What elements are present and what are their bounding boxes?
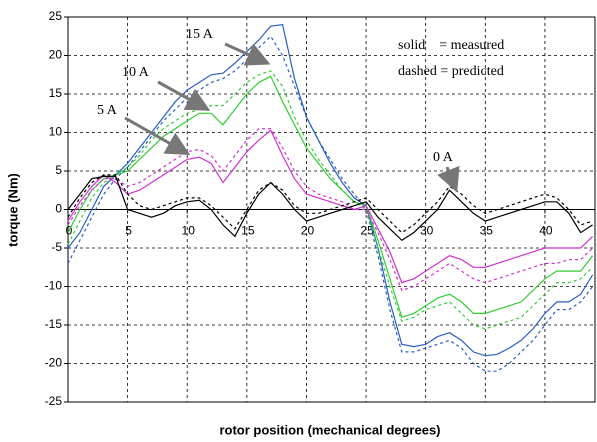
y-tick-label: -15 (45, 317, 63, 331)
x-tick-label: 15 (241, 224, 255, 238)
series-line (67, 129, 594, 284)
x-axis-label: rotor position (mechanical degrees) (219, 422, 440, 437)
y-tick-label: -25 (45, 394, 63, 408)
x-tick-label: 25 (360, 224, 374, 238)
y-tick-label: 15 (49, 86, 63, 100)
y-tick-label: -10 (45, 279, 63, 293)
y-tick-label: 10 (49, 125, 63, 139)
y-tick-label: -5 (51, 240, 62, 254)
x-tick-label: 5 (125, 224, 132, 238)
y-tick-label: 20 (49, 48, 63, 62)
y-tick-label: 25 (49, 9, 63, 23)
annotation: 5 A (97, 103, 118, 118)
annotation-arrow (124, 116, 191, 155)
series-line (67, 174, 593, 234)
annotation-arrow (157, 80, 211, 111)
series-line (67, 35, 594, 372)
annotation-arrow (224, 42, 271, 66)
y-tick-label: -20 (45, 356, 63, 370)
annotation: 0 A (433, 150, 454, 165)
x-tick-label: 40 (539, 224, 553, 238)
y-axis-label: torque (Nm) (5, 173, 20, 247)
series-line (67, 175, 593, 242)
x-tick-label: 35 (480, 224, 494, 238)
annotation: 10 A (122, 65, 150, 80)
annotation: 15 A (186, 27, 214, 42)
series-line (67, 70, 594, 330)
series-line (67, 75, 594, 319)
series-line (67, 24, 594, 357)
y-tick-label: 0 (55, 202, 62, 216)
series-line (67, 128, 594, 292)
x-tick-label: 30 (420, 224, 434, 238)
annotation: solid = measured (398, 38, 504, 53)
y-tick-label: 5 (55, 163, 62, 177)
x-tick-label: 20 (301, 224, 315, 238)
x-tick-label: 10 (182, 224, 196, 238)
annotation-arrow (437, 165, 460, 193)
annotation: dashed = predicted (398, 64, 504, 79)
